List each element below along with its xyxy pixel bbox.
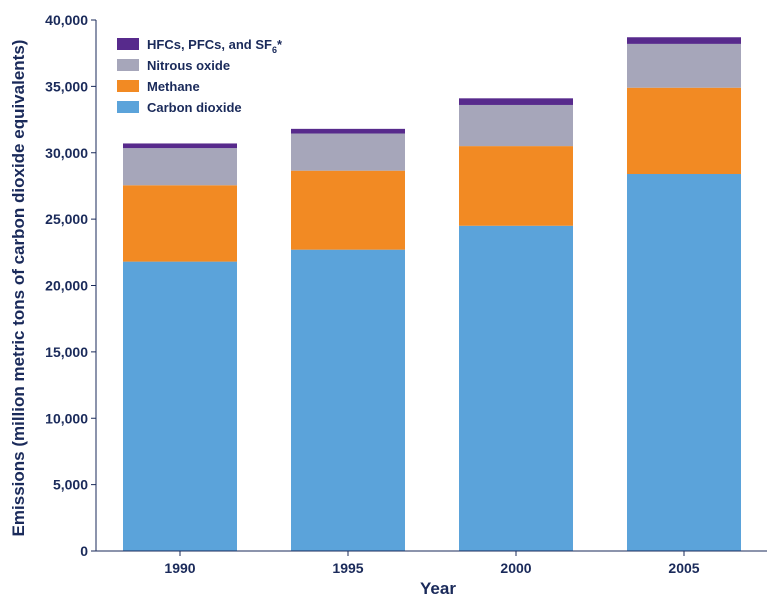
legend-swatch — [117, 80, 139, 92]
bar-1995-methane — [291, 170, 405, 250]
bar-2000-methane — [459, 146, 573, 226]
bar-1990-methane — [123, 185, 237, 262]
x-tick-label: 2000 — [500, 560, 531, 576]
bar-1990-carbon-dioxide — [123, 261, 237, 551]
y-tick-label: 5,000 — [53, 477, 88, 493]
bar-2005-nitrous-oxide — [627, 43, 741, 88]
y-axis-title: Emissions (million metric tons of carbon… — [9, 40, 28, 537]
bars-group — [123, 37, 741, 552]
y-tick-label: 35,000 — [45, 78, 88, 94]
bar-1995-hfcs-pfcs-and-sf6 — [291, 128, 405, 134]
x-tick-label: 2005 — [668, 560, 699, 576]
y-ticks-group: 0 5,000 10,000 15,000 20,000 25,000 30,000 35,0… — [45, 12, 96, 559]
bar-1995-nitrous-oxide — [291, 133, 405, 171]
bar-2005-methane — [627, 87, 741, 174]
legend-swatch — [117, 101, 139, 113]
legend-swatch — [117, 38, 139, 50]
bar-2005-carbon-dioxide — [627, 173, 741, 552]
legend-label: Nitrous oxide — [147, 58, 230, 73]
bar-1995-carbon-dioxide — [291, 249, 405, 551]
bar-2005-hfcs-pfcs-and-sf6 — [627, 37, 741, 44]
y-tick-label: 40,000 — [45, 12, 88, 28]
bar-1990-hfcs-pfcs-and-sf6 — [123, 143, 237, 149]
bar-2000-carbon-dioxide — [459, 225, 573, 551]
x-ticks-group: 1990 1995 2000 2005 — [164, 551, 700, 576]
legend: HFCs, PFCs, and SF6* Nitrous oxide Methane… — [107, 28, 283, 132]
bar-2000-nitrous-oxide — [459, 104, 573, 147]
y-tick-label: 0 — [80, 543, 88, 559]
y-tick-label: 25,000 — [45, 211, 88, 227]
x-tick-label: 1995 — [332, 560, 363, 576]
bar-2000-hfcs-pfcs-and-sf6 — [459, 98, 573, 105]
x-axis-title: Year — [420, 579, 456, 598]
x-tick-label: 1990 — [164, 560, 195, 576]
legend-label: Methane — [147, 79, 200, 94]
y-tick-label: 30,000 — [45, 145, 88, 161]
y-tick-label: 15,000 — [45, 344, 88, 360]
y-tick-label: 10,000 — [45, 410, 88, 426]
legend-label: HFCs, PFCs, and SF6* — [147, 37, 283, 55]
legend-swatch — [117, 59, 139, 71]
y-tick-label: 20,000 — [45, 278, 88, 294]
legend-label: Carbon dioxide — [147, 100, 242, 115]
bar-1990-nitrous-oxide — [123, 148, 237, 186]
